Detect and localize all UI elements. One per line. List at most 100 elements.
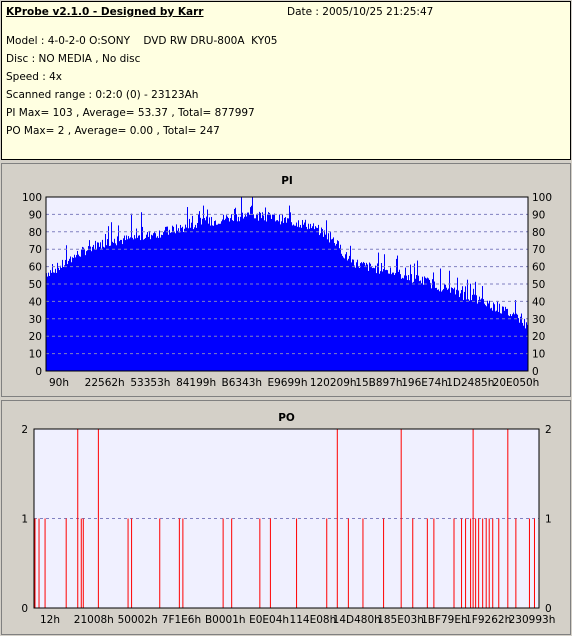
pi-bar bbox=[517, 314, 518, 371]
pi-bar bbox=[85, 255, 86, 371]
pi-bar bbox=[164, 230, 165, 371]
pi-bar bbox=[127, 239, 128, 371]
pi-bar bbox=[234, 208, 235, 371]
pi-bar bbox=[216, 224, 217, 371]
pi-bar bbox=[323, 236, 324, 371]
pi-bar bbox=[392, 272, 393, 371]
pi-bar bbox=[118, 225, 119, 371]
pi-bar bbox=[213, 225, 214, 371]
pi-bar bbox=[191, 222, 192, 371]
pi-bar bbox=[101, 248, 102, 371]
pi-bar bbox=[284, 217, 285, 371]
pi-bar bbox=[215, 220, 216, 371]
pi-bar bbox=[402, 277, 403, 371]
pi-bar bbox=[68, 260, 69, 371]
pi-bar bbox=[409, 280, 410, 371]
pi-bar bbox=[279, 214, 280, 371]
pi-bar bbox=[227, 216, 228, 371]
pi-bar bbox=[367, 264, 368, 371]
pi-bar bbox=[291, 222, 292, 371]
pi-bar bbox=[370, 263, 371, 371]
pi-bar bbox=[71, 262, 72, 371]
pi-bar bbox=[151, 234, 152, 371]
pi-bar bbox=[171, 232, 172, 371]
pi-bar bbox=[160, 237, 161, 371]
pi-bar bbox=[332, 238, 333, 371]
pi-bar bbox=[339, 248, 340, 371]
pi-bar bbox=[288, 218, 289, 371]
po-y-tick-left: 1 bbox=[21, 514, 28, 526]
pi-bar bbox=[463, 299, 464, 371]
drive-model: Model : 4-0-2-0 O:SONY DVD RW DRU-800A K… bbox=[6, 35, 278, 47]
pi-bar bbox=[328, 233, 329, 371]
pi-bar bbox=[199, 211, 200, 371]
pi-bar bbox=[209, 217, 210, 371]
pi-x-tick: 90h bbox=[49, 377, 69, 389]
pi-bar bbox=[265, 207, 266, 371]
pi-bar bbox=[203, 205, 204, 371]
pi-y-tick-left: 50 bbox=[29, 279, 42, 291]
pi-bar bbox=[495, 311, 496, 371]
pi-bar bbox=[99, 246, 100, 371]
pi-bar bbox=[338, 241, 339, 371]
pi-bar bbox=[207, 209, 208, 371]
pi-bar bbox=[477, 303, 478, 371]
pi-y-tick-right: 80 bbox=[532, 227, 545, 239]
po-y-tick-right: 2 bbox=[545, 424, 552, 436]
pi-y-tick-right: 90 bbox=[532, 209, 545, 221]
pi-bar bbox=[200, 217, 201, 371]
pi-bar bbox=[353, 259, 354, 371]
pi-bar bbox=[263, 215, 264, 371]
scanned-range: Scanned range : 0:2:0 (0) - 23123Ah bbox=[6, 89, 199, 101]
pi-bar bbox=[460, 293, 461, 371]
po-x-tick: 114E08h bbox=[290, 614, 337, 626]
pi-bar bbox=[131, 213, 132, 371]
pi-bar bbox=[230, 218, 231, 371]
pi-bar bbox=[296, 222, 297, 371]
pi-bar bbox=[348, 258, 349, 371]
pi-bar bbox=[109, 245, 110, 371]
pi-bar bbox=[321, 227, 322, 371]
pi-bar bbox=[424, 276, 425, 371]
pi-bar bbox=[246, 216, 247, 371]
pi-bar bbox=[190, 227, 191, 371]
pi-bar bbox=[414, 263, 415, 371]
pi-bar bbox=[487, 300, 488, 371]
pi-bar bbox=[49, 275, 50, 371]
pi-bar bbox=[373, 267, 374, 371]
pi-bar bbox=[222, 219, 223, 371]
pi-bar bbox=[124, 235, 125, 371]
pi-bar bbox=[442, 290, 443, 371]
pi-bar bbox=[359, 267, 360, 371]
pi-bar bbox=[103, 246, 104, 371]
pi-bar bbox=[395, 273, 396, 371]
pi-x-tick: 22562h bbox=[85, 377, 125, 389]
po-y-tick-right: 1 bbox=[545, 514, 552, 526]
pi-bar bbox=[503, 306, 504, 371]
pi-bar bbox=[453, 289, 454, 371]
pi-bar bbox=[355, 267, 356, 371]
pi-bar bbox=[386, 269, 387, 371]
pi-bar bbox=[185, 224, 186, 371]
pi-x-tick: E9699h bbox=[267, 377, 307, 389]
pi-bar bbox=[443, 288, 444, 371]
pi-bar bbox=[508, 315, 509, 371]
pi-bar bbox=[276, 220, 277, 371]
pi-bar bbox=[313, 223, 314, 371]
pi-bar bbox=[393, 272, 394, 371]
pi-bar bbox=[117, 236, 118, 371]
pi-bar bbox=[342, 255, 343, 371]
pi-bar bbox=[440, 268, 441, 371]
po-x-tick: 14D480h bbox=[333, 614, 381, 626]
pi-bar bbox=[56, 272, 57, 371]
pi-bar bbox=[238, 216, 239, 371]
pi-bar bbox=[212, 225, 213, 371]
pi-bar bbox=[264, 220, 265, 371]
pi-bar bbox=[251, 205, 252, 371]
pi-y-tick-right: 20 bbox=[532, 331, 545, 343]
pi-bar bbox=[156, 237, 157, 371]
pi-bar bbox=[314, 229, 315, 371]
pi-bar bbox=[95, 240, 96, 371]
pi-bar bbox=[269, 212, 270, 371]
pi-bar bbox=[374, 268, 375, 371]
